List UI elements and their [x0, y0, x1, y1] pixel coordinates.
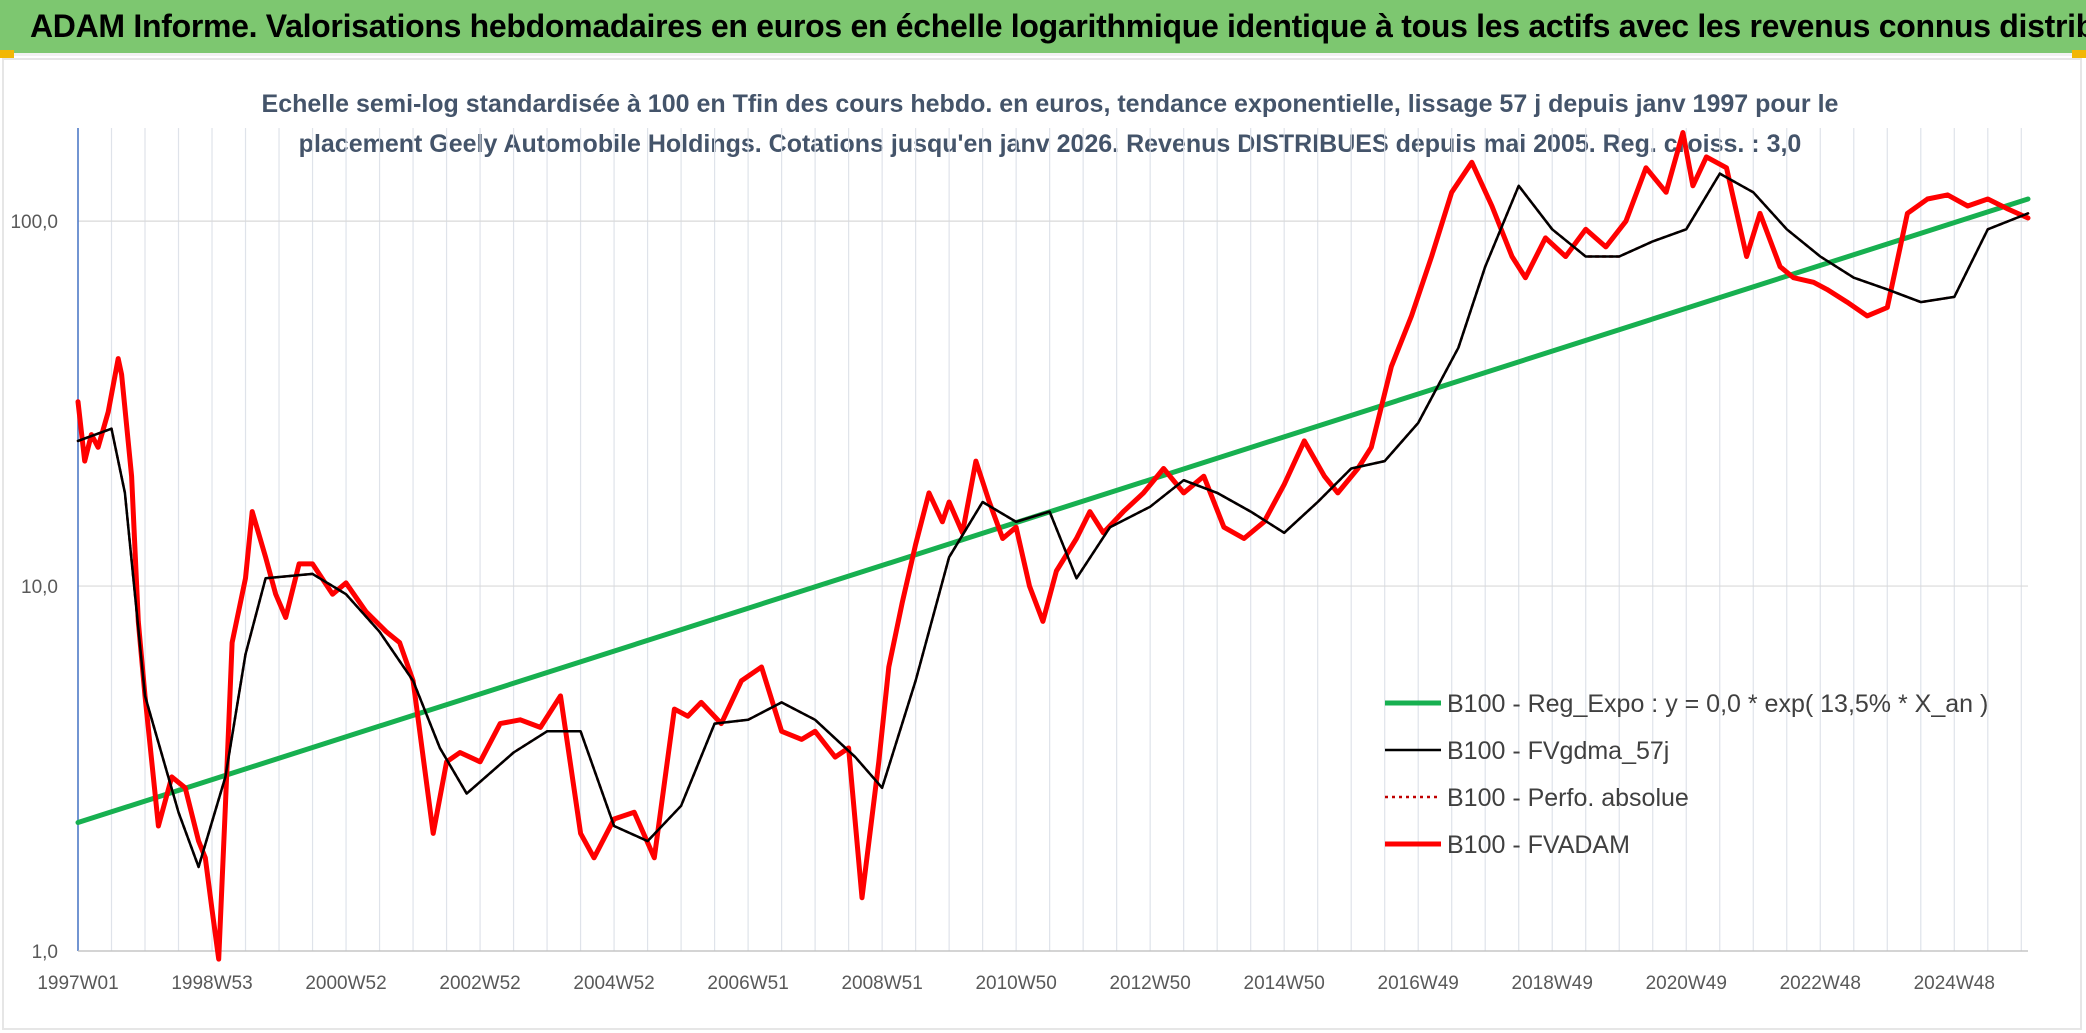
x-tick-label: 2012W50 — [1109, 973, 1190, 994]
chart-frame — [2, 58, 2082, 1030]
x-tick-label: 2000W52 — [305, 973, 386, 994]
x-tick-label: 2010W50 — [975, 973, 1056, 994]
y-tick-label: 10,0 — [21, 577, 58, 598]
axis-layer: 1,0 10,0 100,0 1997W01 1998W53 2000W52 2002W52… — [10, 128, 2028, 994]
legend-label: B100 - FVgdma_57j — [1447, 737, 1669, 765]
grid-layer — [78, 128, 2028, 952]
y-tick-label: 1,0 — [32, 942, 58, 963]
corner-mark-top-left — [0, 50, 14, 58]
legend-label: B100 - FVADAM — [1447, 831, 1630, 859]
x-tick-label: 2016W49 — [1378, 973, 1459, 994]
series-line-3 — [75, 130, 2031, 962]
x-tick-label: 1998W53 — [171, 973, 252, 994]
y-tick-label: 100,0 — [10, 212, 58, 233]
series-layer — [75, 130, 2031, 962]
report-title: ADAM Informe. Valorisations hebdomadaire… — [30, 8, 2086, 44]
x-tick-label: 2006W51 — [707, 973, 788, 994]
x-tick-label: 2008W51 — [841, 973, 922, 994]
legend-label: B100 - Reg_Expo : y = 0,0 * exp( 13,5% *… — [1447, 690, 1988, 718]
x-tick-label: 2020W49 — [1646, 973, 1727, 994]
chart-legend: B100 - Reg_Expo : y = 0,0 * exp( 13,5% *… — [1385, 690, 1988, 859]
x-tick-label: 2022W48 — [1780, 973, 1861, 994]
x-tick-label: 2024W48 — [1914, 973, 1995, 994]
report-header: ADAM Informe. Valorisations hebdomadaire… — [0, 0, 2086, 56]
chart-subtitle-line-1: Echelle semi-log standardisée à 100 en T… — [261, 90, 1839, 118]
series-line-0 — [75, 196, 2031, 825]
series-line-1 — [76, 172, 2030, 869]
x-tick-label: 2004W52 — [573, 973, 654, 994]
x-tick-label: 1997W01 — [37, 973, 118, 994]
x-tick-label: 2018W49 — [1512, 973, 1593, 994]
legend-label: B100 - Perfo. absolue — [1447, 784, 1689, 812]
corner-mark-top-right — [2072, 50, 2086, 58]
x-tick-label: 2002W52 — [439, 973, 520, 994]
x-tick-label: 2014W50 — [1244, 973, 1325, 994]
